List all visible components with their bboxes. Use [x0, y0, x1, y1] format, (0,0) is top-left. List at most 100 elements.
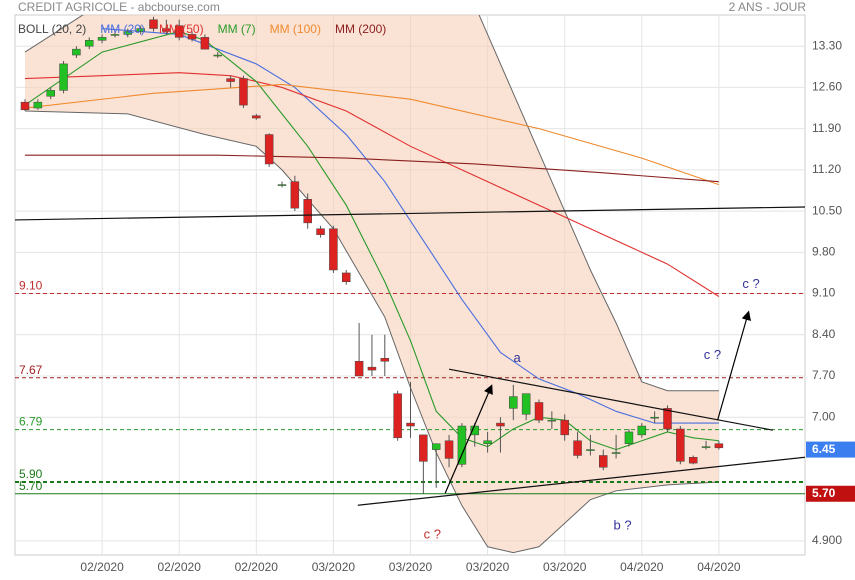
candle-body: [624, 431, 634, 444]
candle-body: [483, 440, 492, 444]
bollinger-lower: [24, 110, 719, 554]
candle-body: [444, 440, 454, 459]
y-tick-label: 7.00: [812, 409, 836, 423]
candle-body: [33, 101, 43, 109]
x-tick-label: 03/2020: [389, 560, 433, 574]
x-tick-label: 03/2020: [312, 560, 356, 574]
trendline: [357, 456, 805, 506]
annotation: a: [514, 350, 522, 365]
y-tick-label: 9.10: [812, 286, 836, 300]
y-tick-label: 12.60: [812, 80, 842, 94]
level-label: 5.70: [19, 479, 43, 493]
candle-body: [213, 54, 222, 57]
y-tick-label: 13.30: [812, 38, 842, 52]
annotation: b ?: [613, 518, 631, 533]
candle-body: [637, 425, 647, 436]
y-tick-label: 7.70: [812, 368, 836, 382]
legend-entry: MM (20): [100, 22, 145, 36]
candle-body: [650, 416, 659, 419]
candle-body: [110, 34, 120, 36]
candle-body: [123, 31, 133, 35]
price-tag: [806, 485, 855, 502]
candle-body: [97, 37, 107, 41]
price-tag: [806, 441, 855, 458]
ma-line: [24, 83, 720, 186]
x-tick-label: 04/2020: [620, 560, 664, 574]
x-tick-label: 02/2020: [235, 560, 279, 574]
candle-body: [521, 393, 531, 415]
candle-body: [496, 422, 505, 427]
candle-body: [457, 425, 467, 465]
legend-entry: BOLL (20, 2): [18, 22, 86, 36]
price-tag-label: 6.45: [812, 442, 836, 456]
candle-body: [701, 446, 711, 448]
candle-body: [72, 48, 81, 56]
candle-body: [85, 40, 94, 47]
x-tick-label: 04/2020: [697, 560, 741, 574]
candle-body: [380, 358, 390, 362]
annotation: c ?: [424, 526, 441, 541]
candle-body: [663, 408, 672, 430]
price-tag-label: 5.70: [812, 486, 836, 500]
candle-body: [393, 393, 402, 439]
candle-body: [149, 19, 158, 29]
level-label: 9.10: [19, 279, 43, 293]
candle-body: [59, 63, 68, 91]
y-tick-label: 8.40: [812, 327, 836, 341]
candle-body: [342, 272, 351, 283]
arrow: [717, 310, 751, 421]
ma-line: [102, 27, 719, 424]
y-tick-label: 10.50: [812, 203, 842, 217]
candle-body: [688, 456, 698, 464]
x-tick-label: 02/2020: [80, 560, 124, 574]
y-tick-label: 11.90: [812, 121, 841, 135]
arrow: [444, 384, 493, 494]
candle-body: [573, 440, 582, 456]
level-label: 6.79: [19, 415, 43, 429]
y-tick-label: 11.20: [812, 162, 841, 176]
candle-body: [367, 366, 377, 371]
candle-body: [419, 434, 428, 462]
candle-body: [162, 28, 171, 32]
candle-body: [187, 34, 197, 40]
candle-body: [547, 419, 557, 422]
candle-body: [252, 115, 261, 119]
candle-body: [136, 28, 145, 32]
candle-body: [676, 428, 685, 462]
candle-body: [174, 25, 184, 38]
legend-entry: MM (200): [335, 22, 386, 36]
candle-body: [406, 422, 415, 427]
candle-body: [239, 78, 248, 106]
candle-body: [714, 443, 724, 449]
trendline: [15, 206, 805, 221]
candle-body: [226, 78, 235, 82]
ma-line: [24, 72, 720, 297]
candle-body: [586, 449, 595, 451]
trendline: [448, 368, 773, 431]
candle-body: [277, 184, 287, 186]
level-label: 7.67: [19, 363, 43, 377]
candle-body: [316, 228, 325, 235]
chart-title: CREDIT AGRICOLE - abcbourse.com: [18, 0, 220, 14]
level-label: 5.90: [19, 467, 43, 481]
candle-body: [560, 419, 569, 436]
candle-body: [20, 101, 30, 111]
candle-body: [290, 181, 300, 209]
candle-body: [264, 134, 274, 165]
legend-entry: MM (100): [270, 22, 321, 36]
candle-body: [354, 361, 364, 377]
candle-body: [431, 443, 441, 450]
candle-body: [46, 90, 55, 97]
candle-body: [611, 452, 621, 454]
annotation: c ?: [742, 276, 759, 291]
candle-body: [599, 455, 608, 468]
y-tick-label: 4.900: [812, 533, 842, 547]
candle-body: [534, 402, 544, 421]
annotation: c ?: [704, 347, 721, 362]
candle-body: [509, 396, 518, 409]
legend-entry: MM (50): [159, 22, 204, 36]
x-tick-label: 02/2020: [158, 560, 202, 574]
x-tick-label: 03/2020: [466, 560, 510, 574]
legend-entry: MM (7): [218, 22, 256, 36]
